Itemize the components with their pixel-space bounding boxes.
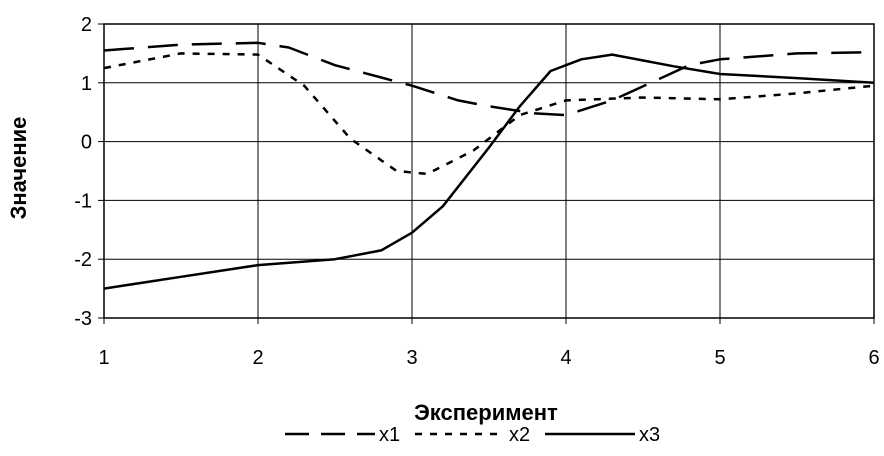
legend-label-x2: x2 bbox=[509, 424, 530, 446]
x-tick-label: 6 bbox=[868, 347, 879, 369]
series-line-x3 bbox=[103, 53, 875, 290]
y-tick-label: -3 bbox=[74, 308, 92, 330]
y-tick-label: -2 bbox=[74, 249, 92, 271]
y-tick-label: 2 bbox=[81, 14, 92, 36]
series-line-x1 bbox=[103, 41, 875, 117]
series-line-x2 bbox=[103, 52, 875, 176]
x-tick-label: 1 bbox=[98, 347, 109, 369]
grid-lines bbox=[103, 23, 875, 319]
y-axis-title: Значение bbox=[6, 117, 31, 220]
y-axis-ticks: 2 1 0 -1 -2 -3 bbox=[74, 14, 104, 330]
x-tick-label: 2 bbox=[252, 347, 263, 369]
plot-area-frame bbox=[103, 23, 875, 319]
x-tick-label: 4 bbox=[560, 347, 571, 369]
series-lines bbox=[103, 41, 875, 290]
x-axis-title: Эксперимент bbox=[414, 400, 558, 425]
y-tick-label: 0 bbox=[81, 132, 92, 154]
x-axis-ticks: 1 2 3 4 5 6 bbox=[98, 318, 880, 369]
legend: x1 x2 x3 bbox=[285, 424, 660, 446]
y-tick-label: 1 bbox=[81, 73, 92, 95]
x-tick-label: 5 bbox=[714, 347, 725, 369]
legend-label-x1: x1 bbox=[379, 424, 400, 446]
x-tick-label: 3 bbox=[406, 347, 417, 369]
y-tick-label: -1 bbox=[74, 190, 92, 212]
legend-label-x3: x3 bbox=[639, 424, 660, 446]
